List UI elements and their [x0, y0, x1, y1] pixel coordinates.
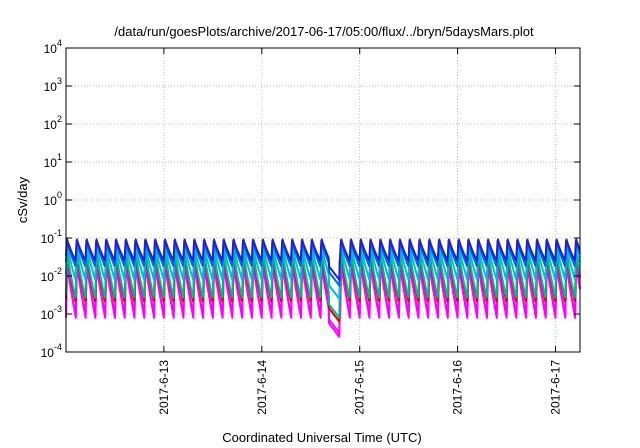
series-line [65, 250, 581, 319]
x-tick-label: 2017-6-14 [255, 360, 269, 415]
x-tick-label: 2017-6-16 [451, 360, 465, 415]
series-line [65, 238, 581, 281]
x-axis-label: Coordinated Universal Time (UTC) [222, 430, 421, 445]
y-tick-label: 103 [44, 76, 62, 94]
series-line [65, 263, 581, 334]
series-layer [65, 238, 581, 338]
y-tick-label: 104 [44, 38, 62, 56]
x-tick-label: 2017-6-17 [549, 360, 563, 415]
chart-title: /data/run/goesPlots/archive/2017-06-17/0… [114, 24, 534, 39]
x-tick-label: 2017-6-15 [353, 360, 367, 415]
series-line [65, 244, 581, 300]
y-axis-ticks: 10-4 10-3 10-2 10-1 100 101 102 103 104 [41, 38, 580, 360]
x-tick-label: 2017-6-13 [157, 360, 171, 415]
y-tick-label: 10-2 [41, 266, 62, 284]
y-tick-label: 101 [44, 152, 62, 170]
y-tick-label: 10-1 [41, 228, 62, 246]
y-tick-label: 10-3 [41, 304, 62, 322]
y-axis-label: cSv/day [15, 176, 30, 223]
y-tick-label: 102 [44, 114, 62, 132]
x-axis-ticks: 2017-6-13 2017-6-14 2017-6-15 2017-6-16 2017… [157, 48, 563, 415]
y-tick-label: 10-4 [41, 342, 62, 360]
y-tick-label: 100 [44, 190, 62, 208]
